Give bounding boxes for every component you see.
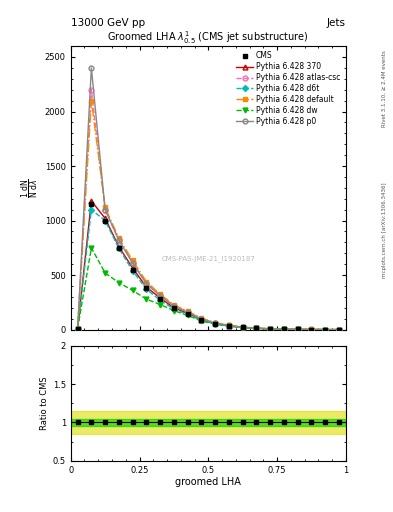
Text: Jets: Jets xyxy=(327,18,346,28)
Title: Groomed LHA $\lambda^{1}_{0.5}$ (CMS jet substructure): Groomed LHA $\lambda^{1}_{0.5}$ (CMS jet… xyxy=(108,29,309,46)
Text: CMS-PAS-JME-21_I1920187: CMS-PAS-JME-21_I1920187 xyxy=(162,255,255,262)
Text: 13000 GeV pp: 13000 GeV pp xyxy=(71,18,145,28)
X-axis label: groomed LHA: groomed LHA xyxy=(175,477,241,487)
Y-axis label: $\frac{1}{\mathrm{N}} \frac{\mathrm{d}\mathrm{N}}{\mathrm{d}\lambda}$: $\frac{1}{\mathrm{N}} \frac{\mathrm{d}\m… xyxy=(19,178,41,198)
Text: mcplots.cern.ch [arXiv:1306.3436]: mcplots.cern.ch [arXiv:1306.3436] xyxy=(382,183,387,278)
Y-axis label: Ratio to CMS: Ratio to CMS xyxy=(40,376,49,430)
Text: Rivet 3.1.10, ≥ 2.4M events: Rivet 3.1.10, ≥ 2.4M events xyxy=(382,50,387,127)
Legend: CMS, Pythia 6.428 370, Pythia 6.428 atlas-csc, Pythia 6.428 d6t, Pythia 6.428 de: CMS, Pythia 6.428 370, Pythia 6.428 atla… xyxy=(235,50,342,127)
